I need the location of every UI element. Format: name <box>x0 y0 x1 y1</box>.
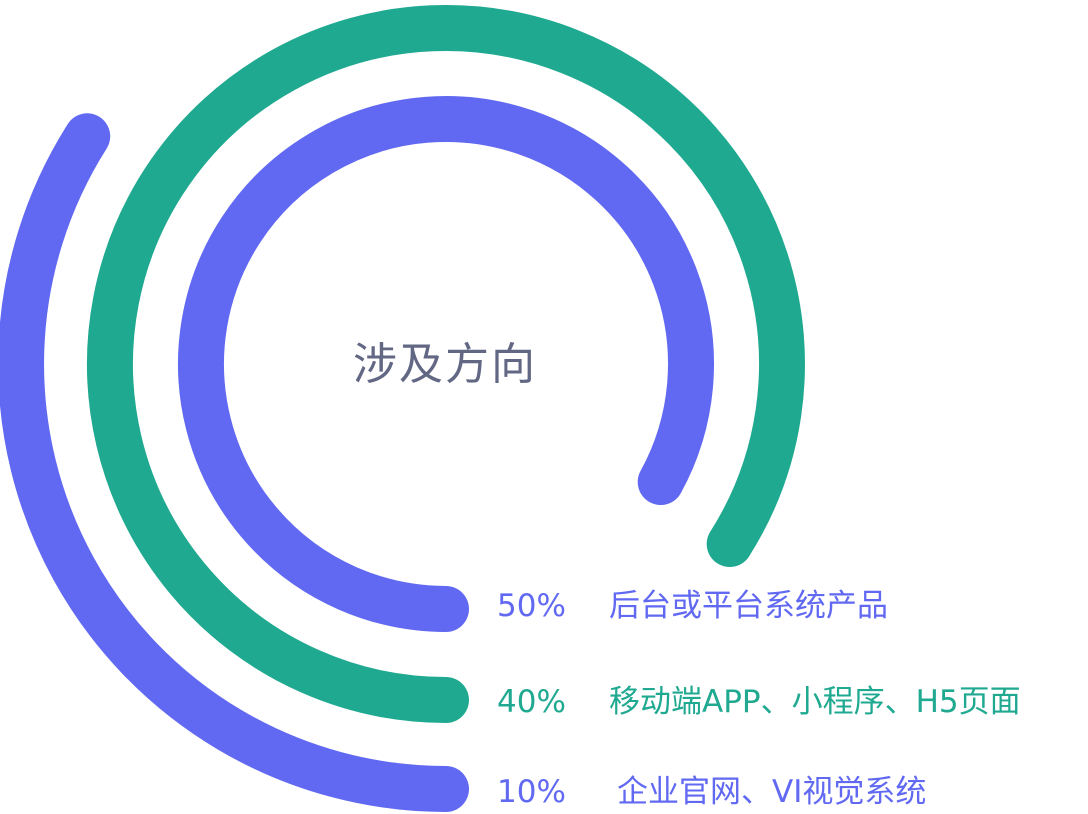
arc-series-corporate-website <box>0 113 469 812</box>
chart-center-title: 涉及方向 <box>353 339 537 390</box>
legend-row-corporate-website: 10% 企业官网、VI视觉系统 <box>497 770 926 814</box>
legend-row-backend-products: 50% 后台或平台系统产品 <box>497 584 888 628</box>
legend-label: 后台或平台系统产品 <box>609 588 888 624</box>
arc-series-mobile-app <box>86 5 805 723</box>
legend-row-mobile-app: 40% 移动端APP、小程序、H5页面 <box>497 680 1021 724</box>
arc-series-backend-products <box>178 96 714 632</box>
data-label-percent: 40% <box>497 684 566 720</box>
legend-label: 移动端APP、小程序、H5页面 <box>609 684 1021 720</box>
data-label-percent: 50% <box>497 588 566 624</box>
data-label-percent: 10% <box>497 774 566 810</box>
legend-label: 企业官网、VI视觉系统 <box>617 774 927 810</box>
